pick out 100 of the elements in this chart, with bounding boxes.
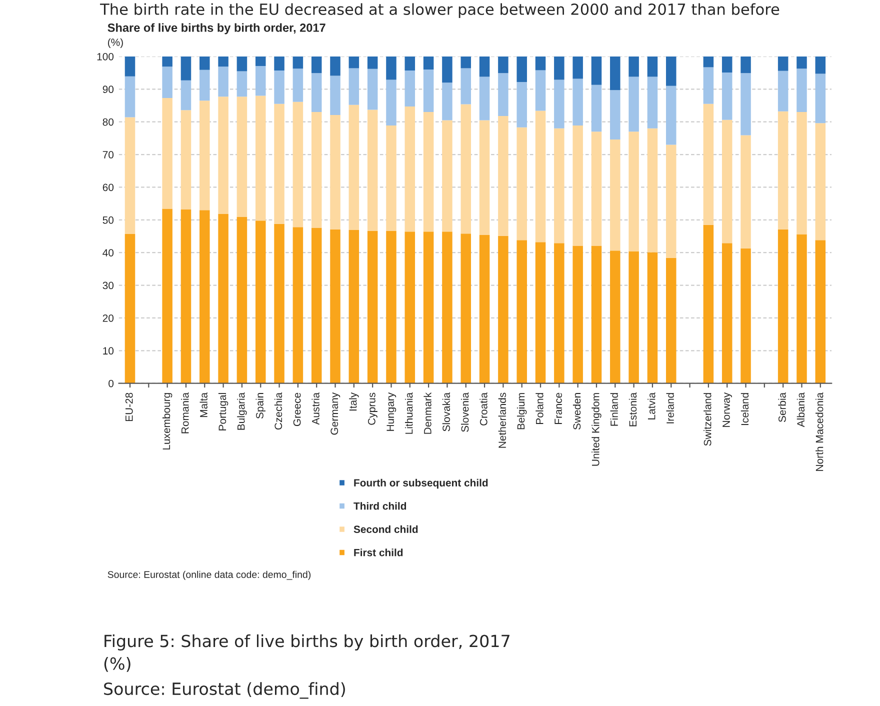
bar — [591, 56, 602, 85]
x-tick-label: Poland — [536, 393, 544, 424]
source-note: Source: Eurostat (demo_find) — [104, 682, 345, 699]
bar — [460, 104, 471, 234]
bar — [778, 70, 788, 112]
bar — [311, 73, 322, 112]
bar — [162, 56, 172, 67]
bar — [554, 243, 564, 384]
bar — [124, 76, 136, 118]
x-tick-label: Cyprus — [368, 392, 378, 425]
bar — [796, 68, 807, 112]
bar — [610, 250, 620, 384]
x-tick-label: Switzerland — [704, 393, 712, 446]
bar — [162, 66, 172, 98]
legend-label: Second child — [354, 525, 418, 534]
y-tick-label: 0 — [108, 380, 114, 388]
bar — [591, 246, 602, 384]
x-tick-label: Germany — [330, 392, 340, 435]
bar — [815, 240, 826, 384]
bar — [796, 234, 807, 384]
bar — [255, 96, 266, 221]
bar — [348, 68, 360, 105]
text: (%) — [104, 657, 130, 672]
bar — [554, 56, 564, 80]
bar — [498, 56, 508, 74]
bar — [778, 56, 788, 71]
bar — [442, 82, 452, 120]
bar — [740, 135, 751, 248]
bar — [274, 224, 284, 384]
bar — [778, 111, 788, 230]
bar — [162, 98, 172, 209]
bar — [255, 66, 266, 96]
bar — [218, 96, 228, 214]
bar — [778, 229, 788, 384]
x-tick-label: Romania — [181, 392, 189, 434]
bar — [572, 56, 583, 79]
x-tick-label: Finland — [610, 393, 618, 426]
bar — [498, 236, 508, 384]
bar — [236, 71, 248, 97]
x-tick-label: Norway — [722, 392, 732, 427]
bar — [292, 227, 304, 384]
bar — [740, 56, 751, 74]
bar — [442, 56, 452, 83]
bar — [740, 248, 751, 384]
bar — [479, 56, 490, 77]
x-tick-label: Estonia — [628, 392, 637, 426]
bar — [200, 100, 210, 210]
x-tick-label: Belgium — [516, 393, 527, 430]
y-tick-label: 80 — [102, 118, 114, 126]
bar — [330, 229, 340, 384]
bar — [479, 234, 490, 384]
bar — [255, 56, 266, 66]
bar — [628, 56, 639, 77]
bar — [180, 209, 192, 384]
bar — [796, 56, 807, 69]
bar — [180, 80, 192, 110]
bar — [330, 114, 340, 230]
x-tick-label: Spain — [256, 393, 266, 419]
y-tick-label: 30 — [102, 282, 114, 290]
y-tick-label: 90 — [102, 86, 114, 94]
bar — [274, 70, 284, 104]
bar — [348, 56, 360, 68]
bar — [460, 56, 471, 68]
bar — [348, 230, 360, 384]
x-tick-label: Albania — [796, 392, 805, 428]
bar — [386, 231, 396, 384]
bar — [442, 232, 452, 384]
bar — [666, 144, 676, 258]
bar — [292, 56, 304, 69]
bar — [367, 56, 378, 69]
bar — [255, 220, 266, 384]
x-tick-label: Slovenia — [461, 392, 469, 432]
bar — [311, 228, 322, 384]
bar — [442, 120, 452, 232]
bar — [330, 56, 340, 76]
bar — [479, 120, 490, 235]
bar — [516, 240, 527, 384]
bar — [554, 80, 564, 128]
bar — [311, 112, 322, 228]
x-tick-label: Slovakia — [442, 392, 450, 432]
x-tick-label: Austria — [312, 392, 320, 425]
bar — [647, 128, 658, 252]
bar — [703, 104, 714, 225]
bar — [423, 70, 434, 112]
bar — [274, 104, 284, 224]
bar — [516, 127, 527, 240]
x-tick-label: Portugal — [218, 393, 228, 430]
x-tick-label: Bulgaria — [237, 392, 247, 430]
bar — [703, 67, 714, 104]
bar — [628, 251, 639, 384]
y-tick-label: 40 — [102, 249, 114, 256]
bar — [274, 56, 284, 71]
bar — [666, 86, 676, 145]
bar — [535, 70, 546, 111]
chart-title: Share of live births by birth order, 2017 — [108, 23, 326, 34]
legend-label: Fourth or subsequent child — [354, 478, 488, 489]
legend-label: Third child — [354, 502, 406, 510]
bar — [423, 56, 434, 70]
x-tick-label: Italy — [349, 392, 359, 411]
bar — [367, 68, 378, 110]
